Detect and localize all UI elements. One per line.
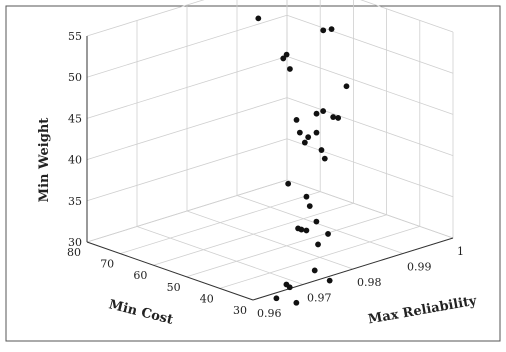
figure-border bbox=[5, 5, 501, 342]
data-point bbox=[313, 218, 320, 225]
wall-grid-line bbox=[86, 0, 205, 37]
y-tick-label: 1 bbox=[457, 245, 464, 258]
x-tick-label: 80 bbox=[67, 246, 81, 259]
z-tick-label: 35 bbox=[68, 195, 82, 208]
x-axis-line bbox=[86, 241, 254, 301]
z-tick-label: 45 bbox=[68, 112, 82, 125]
data-point bbox=[293, 117, 300, 123]
x-tick-label: 40 bbox=[200, 292, 214, 305]
data-point bbox=[315, 241, 321, 248]
y-tick-label: 0.98 bbox=[357, 276, 382, 289]
data-point bbox=[296, 129, 303, 136]
data-point bbox=[303, 193, 310, 200]
data-point bbox=[293, 299, 300, 306]
data-point bbox=[326, 277, 333, 284]
data-point bbox=[273, 295, 280, 302]
wall-grid-line bbox=[286, 179, 454, 239]
data-points bbox=[255, 15, 350, 306]
z-tick-label: 30 bbox=[68, 236, 82, 249]
data-point bbox=[330, 114, 337, 120]
y-tick-label: 0.97 bbox=[307, 292, 332, 305]
data-point bbox=[285, 180, 292, 187]
data-point bbox=[335, 115, 342, 121]
x-tick-label: 70 bbox=[100, 258, 114, 271]
floor-grid-line bbox=[186, 210, 354, 270]
data-point bbox=[305, 134, 312, 141]
data-point bbox=[283, 51, 290, 58]
y-axis-line bbox=[252, 237, 454, 301]
wall-grid-line bbox=[286, 97, 454, 156]
data-point bbox=[303, 227, 310, 234]
data-point bbox=[311, 267, 318, 274]
z-tick-label: 50 bbox=[68, 71, 82, 84]
z-tick-label: 40 bbox=[68, 154, 82, 167]
axes bbox=[86, 36, 454, 301]
wall-grid-line bbox=[86, 179, 288, 243]
z-tick-label: 55 bbox=[68, 30, 82, 43]
wall-grid-line bbox=[286, 56, 454, 115]
wall-grid-line bbox=[86, 14, 288, 78]
data-point bbox=[287, 66, 293, 72]
data-point bbox=[313, 110, 320, 117]
y-tick-label: 0.96 bbox=[257, 307, 282, 320]
y-tick-label: 0.99 bbox=[407, 261, 432, 274]
data-point bbox=[313, 129, 320, 136]
data-point bbox=[328, 26, 335, 33]
tick-labels: 30 40 50 60 70 80 0.96 0.97 0.98 0.99 1 30 35 40 45 50 5… bbox=[67, 30, 464, 320]
data-point bbox=[286, 284, 293, 291]
data-point bbox=[280, 55, 287, 62]
z-axis-title: Min Weight bbox=[37, 118, 52, 203]
data-point bbox=[318, 147, 325, 153]
wall-grid-line bbox=[286, 14, 454, 74]
data-point bbox=[255, 15, 262, 22]
x-tick-label: 50 bbox=[167, 281, 181, 294]
wall-grid-line bbox=[286, 138, 454, 198]
data-point bbox=[343, 83, 350, 90]
wall-grid-line bbox=[86, 138, 288, 202]
data-point bbox=[301, 139, 308, 146]
data-point bbox=[320, 108, 327, 114]
floor-grid-line bbox=[236, 195, 404, 254]
x-tick-label: 30 bbox=[233, 304, 247, 317]
wall-grid-line bbox=[86, 56, 288, 119]
wall-grid-line bbox=[86, 97, 288, 160]
data-point bbox=[321, 155, 328, 162]
floor-grid-line bbox=[136, 226, 304, 285]
data-point bbox=[306, 203, 313, 210]
wall-grid-line bbox=[360, 0, 454, 33]
data-point bbox=[320, 27, 327, 34]
data-point bbox=[298, 226, 305, 233]
data-point bbox=[325, 231, 331, 237]
x-tick-label: 60 bbox=[133, 269, 147, 282]
